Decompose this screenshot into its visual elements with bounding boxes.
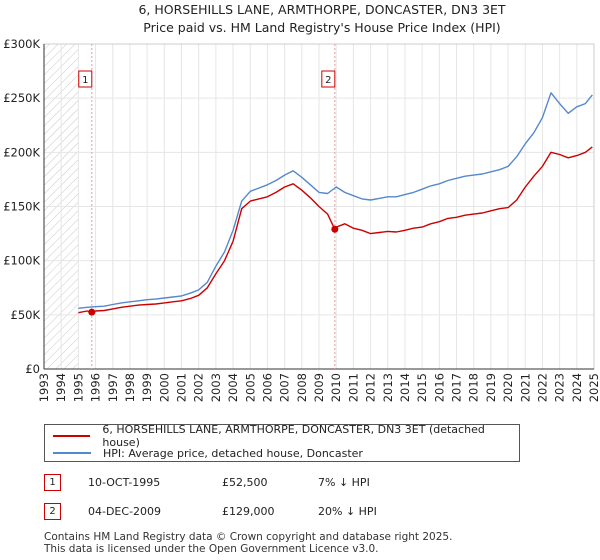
x-tick-label: 2012	[364, 373, 378, 402]
legend-swatch-hpi	[53, 452, 91, 454]
x-tick-label: 2013	[381, 373, 395, 402]
legend: 6, HORSEHILLS LANE, ARMTHORPE, DONCASTER…	[44, 423, 520, 462]
legend-swatch-property	[53, 435, 91, 437]
transaction-badge: 1	[44, 473, 61, 491]
x-tick-label: 2006	[260, 373, 274, 402]
x-tick-label: 2010	[329, 373, 343, 402]
x-tick-label: 2005	[243, 373, 257, 402]
x-tick-label: 2009	[312, 373, 326, 402]
legend-item-property: 6, HORSEHILLS LANE, ARMTHORPE, DONCASTER…	[53, 423, 519, 449]
x-tick-label: 2021	[518, 373, 532, 402]
transaction-flag-box	[78, 70, 93, 88]
y-tick-label: £250K	[3, 91, 40, 105]
x-tick-label: 2003	[209, 373, 223, 402]
y-tick-label: £300K	[3, 37, 40, 51]
footer-copyright: Contains HM Land Registry data © Crown c…	[44, 531, 453, 543]
x-tick-label: 2022	[535, 373, 549, 402]
x-tick-label: 2016	[432, 373, 446, 402]
transaction-price: £129,000	[222, 504, 275, 518]
transaction-hpi-diff: 20% ↓ HPI	[318, 504, 377, 518]
legend-label-hpi: HPI: Average price, detached house, Donc…	[103, 446, 363, 460]
series-line-hpi	[78, 92, 593, 309]
y-tick-label: £100K	[3, 254, 40, 268]
transaction-date: 10-OCT-1995	[88, 475, 161, 489]
x-tick-label: 1999	[140, 373, 154, 402]
x-tick-label: 2015	[415, 373, 429, 402]
x-tick-label: 2020	[501, 373, 515, 402]
x-tick-label: 2019	[484, 373, 498, 402]
legend-label-property: 6, HORSEHILLS LANE, ARMTHORPE, DONCASTER…	[102, 423, 485, 449]
x-tick-label: 1994	[54, 373, 68, 402]
footer-licence: This data is licensed under the Open Gov…	[44, 543, 379, 555]
x-tick-label: 2002	[192, 373, 206, 402]
transaction-row: 1 10-OCT-1995 £52,500 7% ↓ HPI	[44, 472, 370, 492]
chart-subtitle: Price paid vs. HM Land Registry's House …	[143, 20, 500, 35]
legend-item-hpi: HPI: Average price, detached house, Donc…	[53, 444, 363, 462]
x-tick-label: 2025	[587, 373, 600, 402]
transaction-price: £52,500	[222, 475, 268, 489]
x-tick-label: 2014	[398, 373, 412, 402]
x-tick-label: 2024	[570, 373, 584, 402]
transaction-badge: 2	[44, 502, 61, 520]
chart-title: 6, HORSEHILLS LANE, ARMTHORPE, DONCASTER…	[138, 2, 505, 17]
transaction-point	[331, 225, 339, 233]
transaction-date: 04-DEC-2009	[88, 504, 162, 518]
x-tick-label: 2000	[157, 373, 171, 402]
x-tick-label: 1997	[106, 373, 120, 402]
x-tick-label: 1996	[89, 373, 103, 402]
x-tick-label: 2007	[278, 373, 292, 402]
chart-area: 6, HORSEHILLS LANE, ARMTHORPE, DONCASTER…	[3, 2, 600, 402]
x-tick-label: 2001	[175, 373, 189, 402]
transaction-flag-label: 1	[82, 75, 88, 86]
x-tick-label: 1995	[71, 373, 85, 402]
transaction-point	[88, 308, 96, 316]
x-tick-label: 2011	[346, 373, 360, 402]
x-tick-label: 2008	[295, 373, 309, 402]
y-tick-label: £50K	[11, 308, 41, 322]
x-tick-label: 1998	[123, 373, 137, 402]
x-tick-label: 2017	[450, 373, 464, 402]
footer: Contains HM Land Registry data © Crown c…	[44, 531, 452, 555]
x-tick-label: 2004	[226, 373, 240, 402]
y-tick-label: £0	[25, 362, 40, 376]
x-tick-label: 1993	[37, 373, 51, 402]
y-tick-label: £150K	[3, 200, 40, 214]
y-tick-label: £200K	[3, 145, 40, 159]
transaction-hpi-diff: 7% ↓ HPI	[318, 475, 370, 489]
x-tick-label: 2018	[467, 373, 481, 402]
transaction-flag-label: 2	[325, 75, 331, 86]
x-tick-label: 2023	[553, 373, 567, 402]
transaction-flag-box	[321, 70, 336, 88]
transaction-row: 2 04-DEC-2009 £129,000 20% ↓ HPI	[44, 501, 377, 521]
